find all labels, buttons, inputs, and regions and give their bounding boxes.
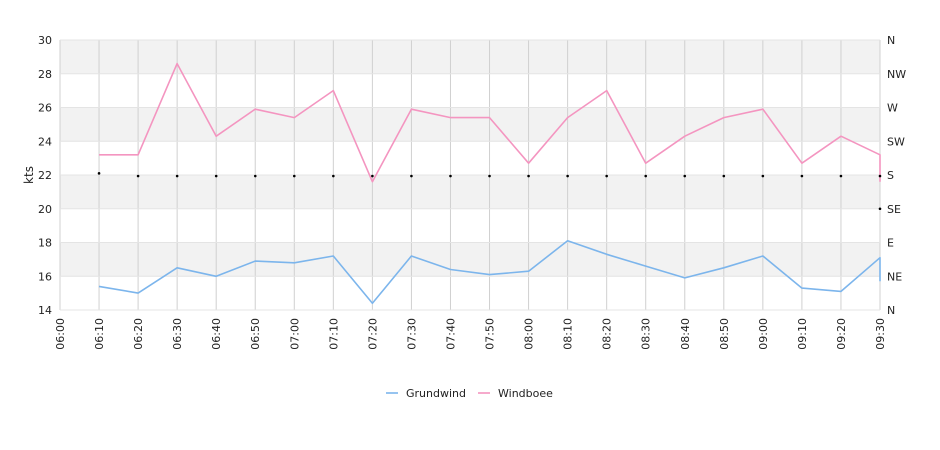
- direction-point: [761, 174, 765, 178]
- direction-tick-label: S: [887, 169, 894, 182]
- direction-tick-label: NE: [887, 270, 902, 283]
- direction-point: [488, 174, 491, 178]
- y-tick-label: 22: [38, 169, 52, 182]
- y-tick-label: 20: [38, 203, 52, 216]
- legend: Grundwind Windboee: [386, 387, 553, 400]
- direction-point: [722, 174, 726, 178]
- x-tick-label: 08:30: [640, 318, 653, 350]
- y-tick-label: 24: [38, 135, 52, 148]
- y-axis-title: kts: [22, 166, 36, 184]
- series-line: [98, 240, 881, 305]
- direction-point: [371, 174, 374, 178]
- x-tick-label: 09:00: [757, 318, 770, 350]
- y-tick-label: 16: [38, 270, 52, 283]
- y-tick-label: 28: [38, 68, 52, 81]
- direction-point: [97, 172, 101, 175]
- x-tick-label: 08:10: [562, 318, 575, 350]
- direction-points: [97, 172, 882, 211]
- direction-point: [332, 174, 335, 178]
- legend-label: Windboee: [498, 387, 553, 400]
- plot-band: [60, 175, 880, 209]
- direction-tick-label: E: [887, 237, 894, 250]
- x-tick-label: 08:40: [679, 318, 692, 350]
- x-tick-label: 06:00: [54, 318, 67, 350]
- x-tick-label: 09:20: [835, 318, 848, 350]
- x-tick-label: 06:30: [171, 318, 184, 350]
- plot-band: [60, 107, 880, 142]
- direction-point: [878, 174, 882, 178]
- y-tick-label: 30: [38, 34, 52, 47]
- y-tick-label: 14: [38, 304, 52, 317]
- x-tick-label: 06:40: [210, 318, 223, 350]
- series-lines: [98, 62, 881, 305]
- x-tick-label: 06:20: [132, 318, 145, 350]
- direction-tick-label: NW: [887, 68, 906, 81]
- direction-point: [214, 174, 218, 178]
- x-tick-label: 06:10: [93, 318, 106, 350]
- y-tick-label: 26: [38, 102, 52, 115]
- direction-point: [878, 207, 882, 211]
- direction-axis-ticks: N NE E SE S SW W NW N: [887, 34, 906, 317]
- x-tick-label: 08:20: [601, 318, 614, 350]
- direction-point: [410, 174, 413, 178]
- x-tick-label: 09:30: [874, 318, 887, 350]
- x-tick-label: 08:50: [718, 318, 731, 350]
- plot-band: [60, 242, 880, 277]
- direction-point: [566, 174, 569, 178]
- direction-point: [527, 174, 530, 178]
- y-tick-label: 18: [38, 237, 52, 250]
- direction-tick-label: SW: [887, 135, 905, 148]
- x-tick-label: 08:00: [523, 318, 536, 350]
- series-line: [99, 62, 881, 183]
- plot-bands: [60, 40, 880, 277]
- direction-point: [800, 174, 804, 178]
- direction-tick-label: W: [887, 102, 898, 115]
- direction-point: [644, 174, 648, 178]
- direction-point: [253, 174, 257, 178]
- x-tick-label: 07:30: [405, 318, 418, 350]
- direction-point: [449, 174, 452, 178]
- x-tick-label: 09:10: [796, 318, 809, 350]
- x-tick-label: 07:00: [288, 318, 301, 350]
- direction-tick-label: SE: [887, 203, 901, 216]
- direction-tick-label: N: [887, 304, 895, 317]
- x-tick-label: 06:50: [249, 318, 262, 350]
- x-tick-label: 07:20: [366, 318, 379, 350]
- direction-tick-label: N: [887, 34, 895, 47]
- direction-point: [683, 174, 687, 178]
- direction-point: [839, 174, 843, 178]
- x-tick-label: 07:10: [327, 318, 340, 350]
- x-axis-ticks: 06:00 06:10 06:20 06:30 06:40 06:50 07:00 07:10…: [54, 318, 887, 350]
- legend-label: Grundwind: [406, 387, 466, 400]
- x-tick-label: 07:40: [444, 318, 457, 350]
- direction-point: [175, 174, 179, 178]
- direction-point: [292, 174, 296, 178]
- plot-band: [60, 40, 880, 74]
- direction-point: [136, 174, 140, 178]
- direction-point: [605, 174, 608, 178]
- x-tick-label: 07:50: [484, 318, 497, 350]
- y-axis-ticks: 14 16 18 20 22 24 26 28 30: [38, 34, 52, 317]
